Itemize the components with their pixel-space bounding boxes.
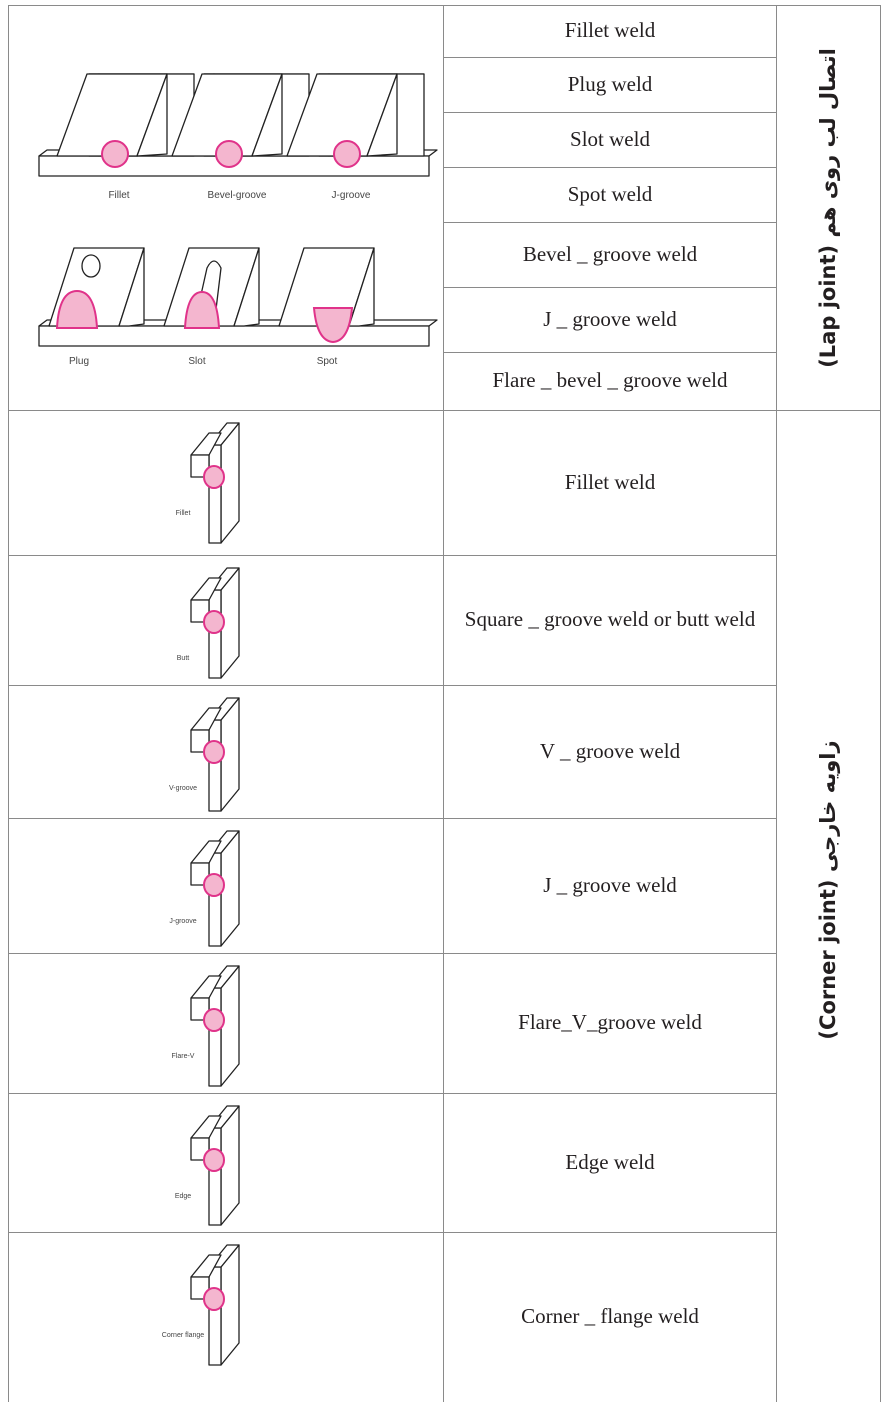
weld-name: J _ groove weld [543, 872, 677, 897]
joint-label: اتصال لب روی هم (Lap joint) [816, 47, 840, 368]
weld-name: Flare _ bevel _ groove weld [492, 368, 728, 393]
plate-front [207, 719, 222, 812]
weld-name: Square _ groove weld or butt weld [464, 607, 756, 632]
plate-front [207, 589, 222, 679]
figure: Corner flange [161, 1244, 240, 1366]
plate-front [207, 1127, 222, 1226]
plate-front [207, 1266, 222, 1366]
weld-name: Flare_V_groove weld [518, 1010, 702, 1035]
table-border [443, 222, 777, 223]
figure-label: Bevel-groove [208, 190, 267, 201]
table-border [443, 5, 444, 1402]
table-border [8, 5, 881, 6]
table-border [443, 112, 777, 113]
figure-label: J-groove [332, 190, 371, 201]
weld [183, 290, 221, 329]
figure: Butt [176, 567, 240, 679]
figure-label: Flare-V [171, 1053, 194, 1060]
weld [202, 465, 225, 489]
weld-name: Fillet weld [564, 18, 656, 43]
weld-name: J _ groove weld [543, 306, 677, 331]
table-border [880, 5, 881, 1402]
weld [215, 140, 243, 168]
weld [101, 140, 129, 168]
figure-label: V-groove [168, 785, 196, 792]
figure: V-groove [168, 697, 240, 812]
weld [312, 307, 354, 344]
table-border [443, 287, 777, 288]
weld [202, 1148, 225, 1172]
figure-label: Corner flange [161, 1332, 204, 1339]
figure: Fillet [175, 422, 240, 544]
figure-label: Edge [174, 1193, 190, 1200]
plate-side [136, 73, 168, 157]
weld [202, 873, 225, 897]
weld-name: Slot weld [570, 126, 650, 151]
weld [202, 1008, 225, 1032]
plate-front [207, 852, 222, 947]
weld-name: V _ groove weld [539, 738, 681, 763]
weld-name: Edge weld [565, 1149, 655, 1174]
weld-name: Corner _ flange weld [521, 1304, 699, 1329]
weld-name: Fillet weld [564, 469, 656, 494]
weld [55, 289, 99, 329]
figure-label: Slot [188, 356, 205, 367]
plate-front [207, 987, 222, 1087]
table-border [8, 1093, 777, 1094]
joint-label: زاویه خارجی (Corner joint) [816, 740, 840, 1040]
figure: Fillet Bevel-groove J-groove Plug Slot Spot [38, 73, 438, 367]
plate-side [348, 247, 375, 327]
table-border [8, 555, 777, 556]
hole [81, 254, 101, 278]
table-border [8, 410, 881, 411]
figure-label: Spot [317, 356, 338, 367]
plate-side [366, 73, 398, 157]
figure: Edge [174, 1105, 240, 1226]
figure-label: Plug [69, 356, 89, 367]
weld [202, 610, 225, 634]
table-border [443, 352, 777, 353]
figure-label: Fillet [108, 190, 129, 201]
plate-side [118, 247, 145, 327]
plate-side [233, 247, 260, 327]
figure-label: J-groove [169, 918, 196, 925]
figure-label: Butt [176, 655, 189, 662]
figure: Flare-V [171, 965, 240, 1087]
weld-name: Spot weld [567, 181, 653, 206]
figure-label: Fillet [175, 510, 190, 517]
figure: J-groove [169, 830, 240, 947]
weld-name: Plug weld [567, 71, 653, 96]
weld [202, 1287, 225, 1311]
table-border [443, 57, 777, 58]
table-border [8, 818, 777, 819]
table-border [776, 5, 777, 1402]
table-border [8, 5, 9, 1402]
plate-front [207, 444, 222, 544]
table-border [8, 953, 777, 954]
table-border [8, 685, 777, 686]
weld [202, 740, 225, 764]
table-border [443, 167, 777, 168]
plate-side [251, 73, 283, 157]
weld-name: Bevel _ groove weld [522, 241, 698, 266]
weld [333, 140, 361, 168]
table-border [8, 1232, 777, 1233]
